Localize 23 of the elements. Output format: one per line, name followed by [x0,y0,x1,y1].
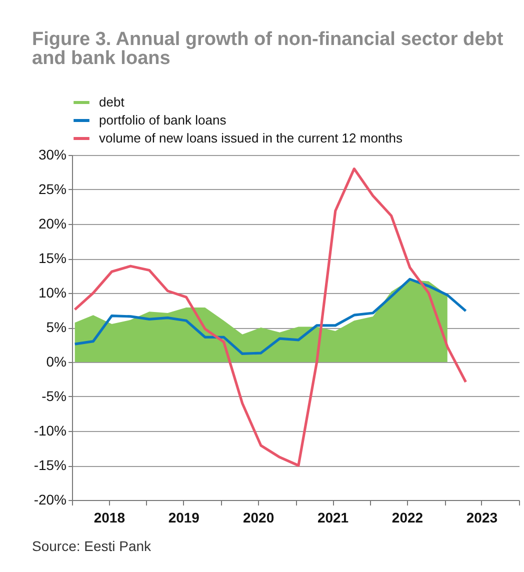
chart-title: Figure 3. Annual growth of non-financial sector debt and bank loans [32,29,504,69]
x-tick-label: 2021 [317,510,349,526]
x-tick-label: 2018 [94,510,126,526]
y-tick-label: 25% [38,181,66,197]
y-tick-label: 10% [38,284,66,300]
legend-label: debt [99,94,125,110]
x-tick-label: 2023 [466,510,498,526]
y-tick-label: -15% [34,457,66,473]
y-tick-label: 15% [38,250,66,266]
source-note: Source: Eesti Pank [32,538,152,554]
x-tick-label: 2020 [242,510,274,526]
y-tick-label: -10% [34,422,66,438]
y-tick-label: -5% [42,388,66,404]
y-tick-label: 20% [38,216,66,232]
y-tick-label: 0% [46,354,66,370]
x-tick-label: 2022 [392,510,424,526]
line-series [74,168,468,467]
legend-label: portfolio of bank loans [99,112,227,128]
y-tick-label: -20% [34,492,66,508]
legend-label: volume of new loans issued in the current 12 months [99,130,403,146]
x-tick-label: 2019 [168,510,200,526]
y-tick-label: 5% [46,319,66,335]
y-tick-label: 30% [38,146,66,162]
